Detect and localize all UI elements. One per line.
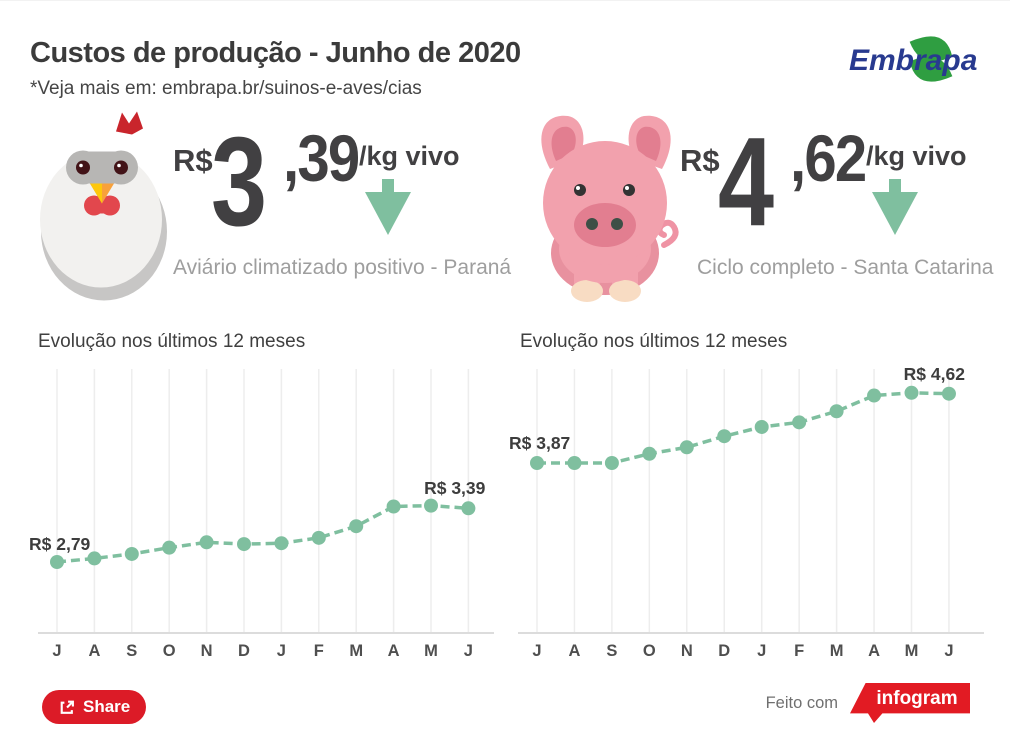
infogram-label: infogram bbox=[876, 687, 958, 709]
chicken-price-decimal: ,39 bbox=[283, 121, 360, 195]
pig-icon bbox=[516, 103, 696, 305]
data-point[interactable] bbox=[124, 546, 139, 561]
pig-price: R$ 4 ,62 /kg vivo bbox=[680, 119, 980, 259]
last-value-label: R$ 4,62 bbox=[904, 364, 966, 384]
pig-chart-title: Evolução nos últimos 12 meses bbox=[520, 331, 788, 352]
chicken-caption: Aviário climatizado positivo - Paraná bbox=[173, 256, 512, 279]
data-point[interactable] bbox=[829, 404, 844, 419]
month-label: A bbox=[388, 642, 400, 660]
data-point[interactable] bbox=[604, 456, 619, 470]
pig-caption: Ciclo completo - Santa Catarina bbox=[697, 256, 994, 279]
month-label: D bbox=[718, 642, 730, 660]
data-point[interactable] bbox=[867, 388, 882, 403]
data-point[interactable] bbox=[349, 519, 364, 534]
embrapa-leaf-icon: Embrapa bbox=[849, 36, 977, 82]
chicken-icon bbox=[28, 107, 178, 303]
month-label: M bbox=[905, 642, 919, 660]
trend-down-arrow-icon bbox=[365, 179, 411, 235]
month-label: N bbox=[201, 642, 213, 660]
first-value-label: R$ 3,87 bbox=[509, 433, 570, 453]
data-point[interactable] bbox=[792, 415, 807, 430]
share-button[interactable]: Share bbox=[42, 690, 147, 724]
month-label: M bbox=[830, 642, 844, 660]
month-label: J bbox=[532, 642, 541, 660]
month-label: A bbox=[568, 642, 580, 660]
page-title: Custos de produção - Junho de 2020 bbox=[30, 37, 521, 69]
data-point[interactable] bbox=[50, 555, 64, 569]
data-point[interactable] bbox=[717, 429, 732, 444]
data-point[interactable] bbox=[87, 551, 102, 566]
pig-price-unit: /kg vivo bbox=[866, 141, 967, 171]
month-label: J bbox=[944, 642, 953, 660]
chicken-trend-chart[interactable]: J A S O N D J F M A M J R$ 2,79 R$ 3,39 bbox=[20, 359, 500, 669]
trend-line bbox=[56, 503, 469, 564]
data-point[interactable] bbox=[530, 456, 544, 470]
month-label: F bbox=[794, 642, 804, 660]
data-point[interactable] bbox=[424, 498, 438, 513]
data-point[interactable] bbox=[904, 385, 919, 400]
embrapa-logo: Embrapa bbox=[845, 31, 985, 89]
data-point[interactable] bbox=[311, 530, 326, 545]
month-label: J bbox=[757, 642, 766, 660]
chicken-price-unit: /kg vivo bbox=[359, 141, 460, 171]
footer-credit: Feito com infogram bbox=[766, 683, 970, 723]
data-point[interactable] bbox=[274, 536, 289, 551]
data-point[interactable] bbox=[941, 386, 956, 401]
month-label: S bbox=[606, 642, 617, 660]
pig-price-integer: 4 bbox=[718, 111, 774, 252]
data-point[interactable] bbox=[199, 535, 214, 550]
pig-trend-chart[interactable]: J A S O N D J F M A M J R$ 3,87 R$ 4,62 bbox=[505, 359, 990, 669]
data-point[interactable] bbox=[567, 456, 582, 470]
month-label: J bbox=[52, 642, 61, 660]
data-point[interactable] bbox=[162, 540, 177, 555]
data-point[interactable] bbox=[386, 499, 401, 514]
data-point[interactable] bbox=[237, 537, 251, 552]
month-label: A bbox=[868, 642, 880, 660]
month-label: N bbox=[681, 642, 693, 660]
svg-text:Embrapa: Embrapa bbox=[849, 44, 977, 77]
pig-price-decimal: ,62 bbox=[790, 121, 867, 195]
month-label: J bbox=[277, 642, 286, 660]
month-label: F bbox=[314, 642, 324, 660]
trend-down-arrow-icon bbox=[872, 179, 918, 235]
made-with-label: Feito com bbox=[765, 693, 838, 712]
month-label: O bbox=[643, 642, 656, 660]
chicken-currency: R$ bbox=[173, 143, 213, 178]
month-label: S bbox=[126, 642, 137, 660]
chicken-chart-title: Evolução nos últimos 12 meses bbox=[38, 331, 306, 352]
last-value-label: R$ 3,39 bbox=[424, 478, 486, 498]
month-label: O bbox=[163, 642, 176, 660]
share-icon bbox=[60, 700, 74, 714]
month-label: A bbox=[88, 642, 100, 660]
data-point[interactable] bbox=[754, 419, 769, 434]
page-subtitle: *Veja mais em: embrapa.br/suinos-e-aves/… bbox=[30, 78, 422, 99]
month-label: M bbox=[424, 642, 438, 660]
pig-currency: R$ bbox=[680, 143, 720, 178]
share-label: Share bbox=[83, 697, 131, 716]
data-point[interactable] bbox=[642, 446, 657, 461]
data-point[interactable] bbox=[679, 440, 694, 455]
month-label: J bbox=[464, 642, 473, 660]
month-label: M bbox=[349, 642, 363, 660]
chicken-price: R$ 3 ,39 /kg vivo bbox=[173, 119, 473, 259]
trend-line bbox=[537, 391, 949, 465]
first-value-label: R$ 2,79 bbox=[29, 534, 91, 554]
infogram-logo[interactable]: infogram bbox=[850, 683, 970, 723]
data-point[interactable] bbox=[461, 501, 476, 516]
chicken-price-integer: 3 bbox=[211, 111, 267, 252]
month-label: D bbox=[238, 642, 250, 660]
